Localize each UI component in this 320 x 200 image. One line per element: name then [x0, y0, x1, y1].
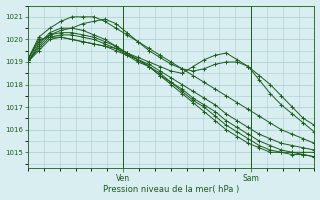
X-axis label: Pression niveau de la mer( hPa ): Pression niveau de la mer( hPa ) — [103, 185, 239, 194]
